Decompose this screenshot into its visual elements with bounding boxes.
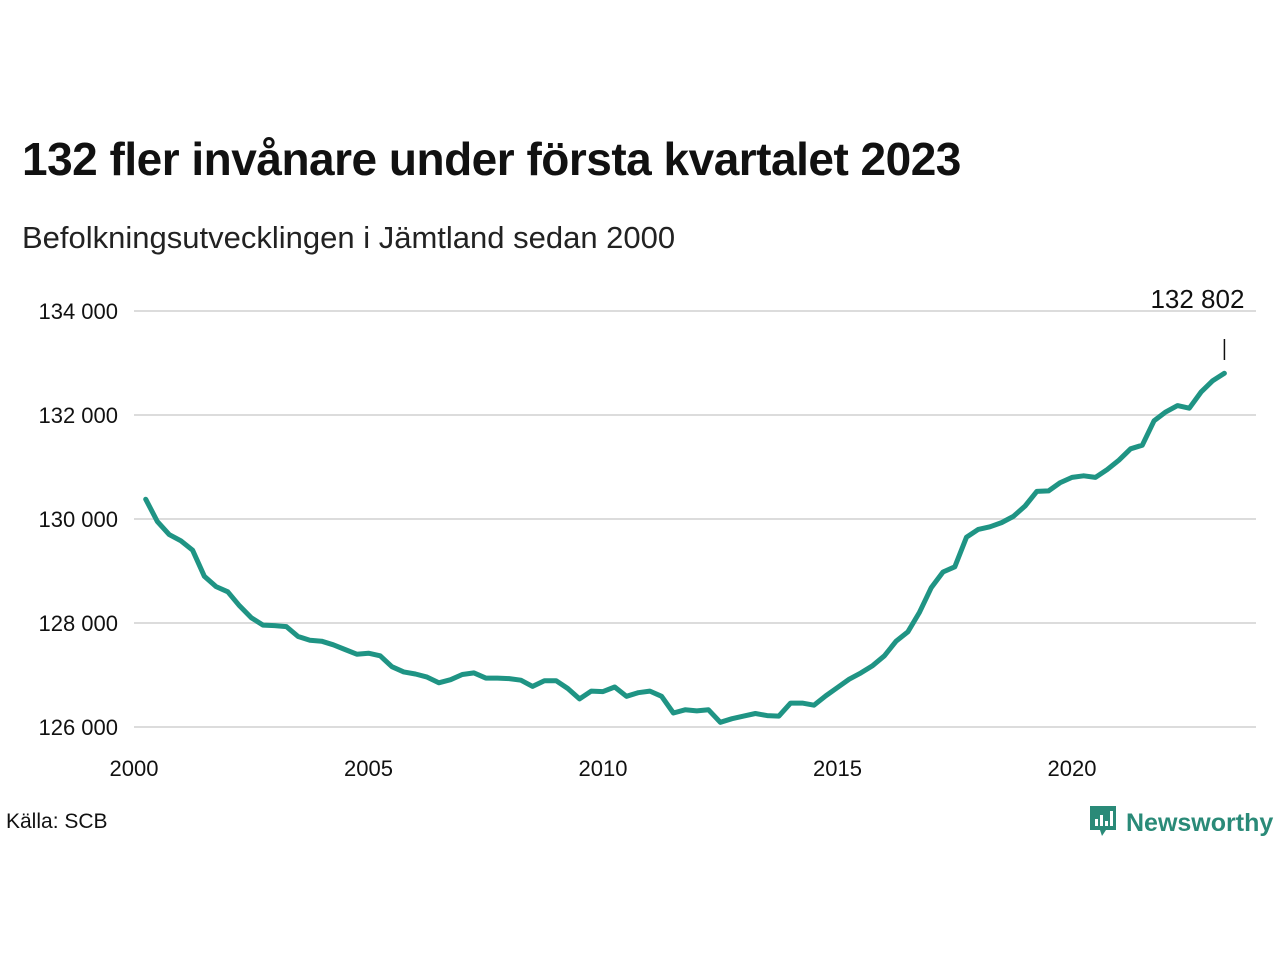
gridlines bbox=[134, 310, 1256, 728]
source-note: Källa: SCB bbox=[6, 810, 108, 833]
x-tick-label: 2020 bbox=[1048, 756, 1097, 781]
x-tick-label: 2015 bbox=[813, 756, 862, 781]
chart-subtitle: Befolkningsutvecklingen i Jämtland sedan… bbox=[22, 220, 676, 255]
x-tick-label: 2010 bbox=[579, 756, 628, 781]
x-axis: 2000 2005 2010 2015 2020 bbox=[110, 756, 1097, 781]
y-tick-label: 134 000 bbox=[38, 299, 118, 324]
y-tick-label: 128 000 bbox=[38, 611, 118, 636]
y-tick-label: 130 000 bbox=[38, 507, 118, 532]
end-annotation: 132 802 bbox=[1150, 284, 1244, 360]
brand-name: Newsworthy bbox=[1126, 809, 1274, 837]
x-tick-label: 2005 bbox=[344, 756, 393, 781]
y-axis: 126 000 128 000 130 000 132 000 134 000 bbox=[38, 299, 118, 740]
newsworthy-logo-icon bbox=[1088, 804, 1118, 843]
end-value-label: 132 802 bbox=[1150, 284, 1244, 314]
y-tick-label: 126 000 bbox=[38, 715, 118, 740]
series-line bbox=[143, 370, 1227, 725]
chart-title: 132 fler invånare under första kvartalet… bbox=[22, 133, 961, 185]
y-tick-label: 132 000 bbox=[38, 403, 118, 428]
brand-logo[interactable]: Newsworthy bbox=[1088, 804, 1273, 843]
series-group bbox=[143, 370, 1227, 725]
x-tick-label: 2000 bbox=[110, 756, 159, 781]
